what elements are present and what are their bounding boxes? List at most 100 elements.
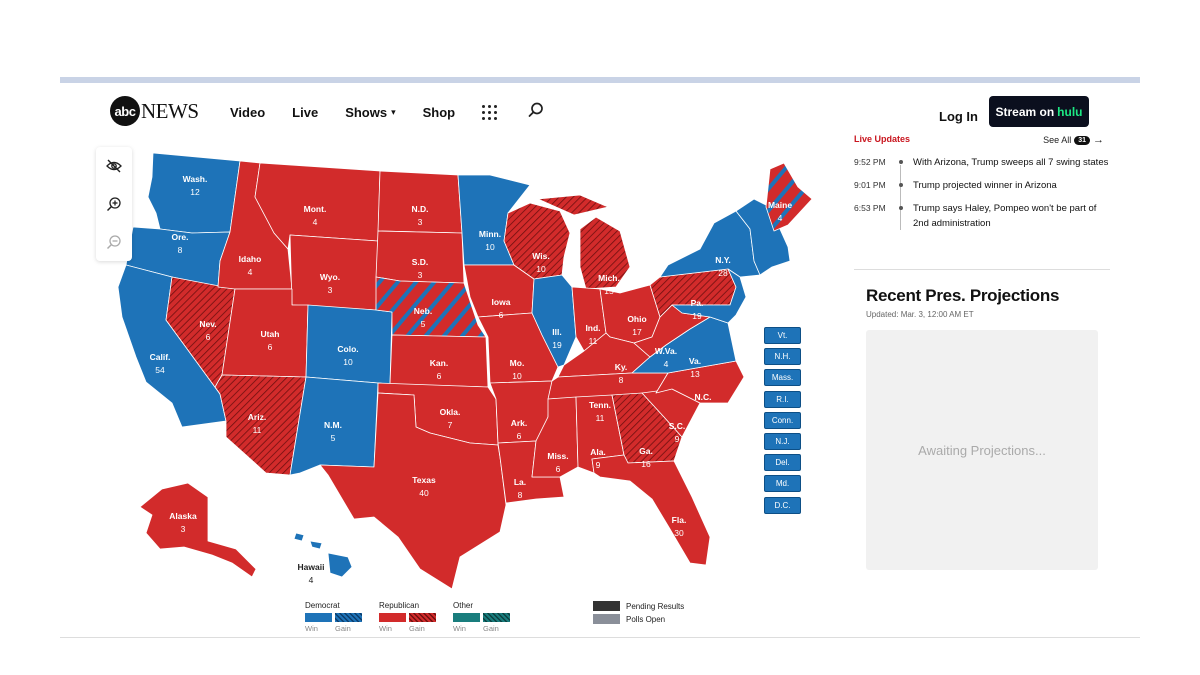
timeline-item[interactable]: 9:52 PM With Arizona, Trump sweeps all 7… [854,155,1110,170]
see-all-link[interactable]: See All 31 → [1043,134,1104,146]
timeline-item[interactable]: 6:53 PM Trump says Haley, Pompeo won't b… [854,201,1110,231]
timeline-dot [899,183,903,187]
label-co: Colo. [337,344,358,354]
ev-ks: 6 [437,371,442,381]
see-all-label: See All [1043,135,1072,145]
state-mi[interactable] [537,194,631,290]
state-fl[interactable] [591,454,711,566]
state-hi[interactable] [293,532,353,578]
label-or: Ore. [171,232,188,242]
label-va: Va. [689,356,701,366]
ev-tx: 40 [419,488,429,498]
ev-mo: 10 [512,371,522,381]
small-state-ct[interactable]: Conn. [764,411,801,429]
small-state-dc[interactable]: D.C. [764,496,801,514]
ev-nd: 3 [418,217,423,227]
state-ak[interactable] [139,482,257,578]
nav-shows[interactable]: Shows ▾ [345,105,395,120]
legend-polls-open: Polls Open [626,614,666,624]
small-state-nh[interactable]: N.H. [764,348,801,366]
ev-ky: 8 [619,375,624,385]
label-ga: Ga. [639,446,653,456]
nav-video[interactable]: Video [230,105,265,120]
arrow-right-icon: → [1093,134,1104,146]
small-state-de[interactable]: Del. [764,454,801,472]
projections-panel: Awaiting Projections... [866,330,1098,570]
nav-video-label: Video [230,105,266,120]
ev-ne: 5 [421,319,426,329]
ev-fl: 30 [674,528,684,538]
ev-ar: 6 [517,431,522,441]
hulu-logo: hulu [1057,104,1083,119]
login-link[interactable]: Log In [939,109,978,124]
legend-win: Win [379,624,392,633]
site-header: abc NEWS Video Live Shows ▾ Shop Log In S… [60,83,1140,137]
state-wi[interactable] [503,202,571,280]
ev-ca: 54 [155,365,165,375]
search-icon[interactable] [528,102,544,123]
ev-il: 19 [552,340,562,350]
legend-win: Win [305,624,318,633]
legend-gain: Gain [483,624,499,633]
swatch-rep-gain [409,613,436,622]
swatch-dem-win [305,613,332,622]
legend-democrat: Democrat Win Gain [305,601,365,633]
ev-va: 13 [690,369,700,379]
small-state-vt[interactable]: Vt. [764,327,801,344]
small-state-ma[interactable]: Mass. [764,369,801,387]
label-pa: Pa. [691,298,704,308]
nav-shop[interactable]: Shop [423,105,456,120]
label-fl: Fla. [672,515,687,525]
hide-icon[interactable] [96,147,132,185]
legend-republican-title: Republican [379,601,420,610]
state-co[interactable] [305,304,393,385]
abc-news-logo[interactable]: abc NEWS [110,96,199,126]
label-ms: Miss. [547,451,568,461]
small-state-md[interactable]: Md. [764,475,801,493]
label-al: Ala. [590,447,606,457]
label-nc: N.C. [695,392,712,402]
ev-mt: 4 [313,217,318,227]
label-me: Maine [768,200,792,210]
legend-gain: Gain [409,624,425,633]
nav-live[interactable]: Live [292,105,318,120]
label-mt: Mont. [304,204,327,214]
zoom-out-icon[interactable] [96,223,132,261]
stream-on-hulu-button[interactable]: Stream on hulu [989,96,1089,127]
live-updates-title: Live Updates [854,134,911,144]
label-in: Ind. [585,323,600,333]
ev-sd: 3 [418,270,423,280]
label-ca: Calif. [150,352,171,362]
label-id: Idaho [239,254,262,264]
label-tx: Texas [412,475,436,485]
label-mi: Mich. [598,273,620,283]
timeline-item[interactable]: 9:01 PM Trump projected winner in Arizon… [854,178,1110,193]
state-nj-md-de[interactable] [671,268,747,324]
timeline-line [900,165,901,230]
zoom-in-icon[interactable] [96,185,132,223]
label-mo: Mo. [510,358,525,368]
projections-updated: Updated: Mar. 3, 12:00 AM ET [866,310,974,319]
ev-tn: 11 [596,413,605,423]
ev-wi: 10 [536,264,546,274]
nav-shows-label: Shows [345,105,388,120]
label-ok: Okla. [440,407,461,417]
label-hi: Hawaii [298,562,325,572]
ev-in: 11 [589,336,598,346]
ev-ok: 7 [448,420,453,430]
label-ky: Ky. [615,362,628,372]
ev-oh: 17 [632,327,642,337]
timeline-headline: With Arizona, Trump sweeps all 7 swing s… [913,157,1109,168]
state-new-england[interactable] [735,198,791,276]
small-state-ri[interactable]: R.I. [764,390,801,408]
small-state-nj[interactable]: N.J. [764,432,801,450]
legend-democrat-title: Democrat [305,601,340,610]
state-tx[interactable] [319,392,507,590]
label-ne: Neb. [414,306,432,316]
apps-grid-icon[interactable] [482,105,498,120]
state-me[interactable] [765,162,813,232]
awaiting-projections-text: Awaiting Projections... [918,442,1046,458]
label-ks: Kan. [430,358,448,368]
label-sc: S.C. [669,421,686,431]
ev-co: 10 [343,357,353,367]
